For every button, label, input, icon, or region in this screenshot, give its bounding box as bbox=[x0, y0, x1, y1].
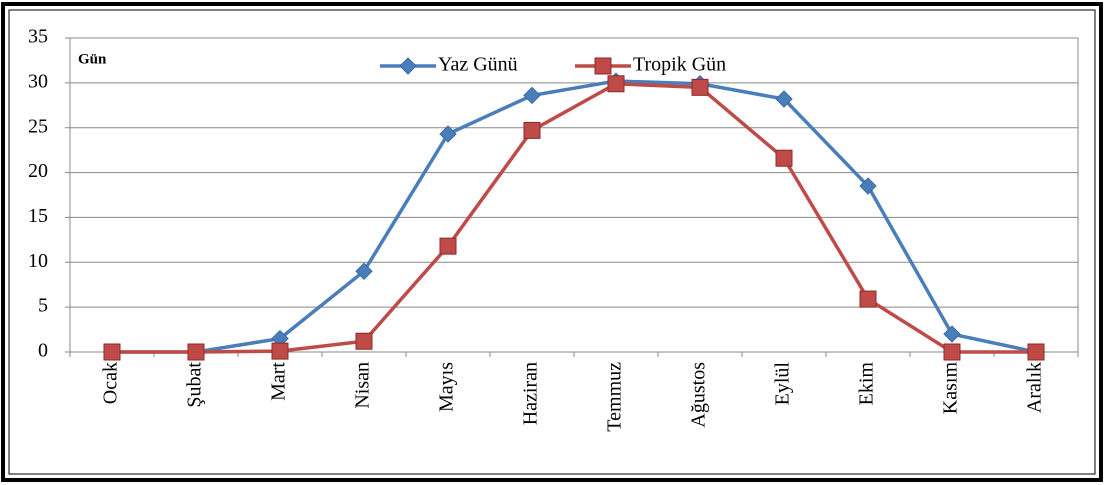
data-point bbox=[859, 290, 877, 308]
data-point bbox=[523, 86, 541, 105]
x-tick-label: Eylül bbox=[772, 362, 794, 406]
x-tick-label: Nisan bbox=[352, 362, 374, 409]
data-point bbox=[943, 325, 961, 343]
data-point bbox=[775, 90, 793, 108]
x-tick-label: Haziran bbox=[520, 362, 542, 425]
data-point bbox=[943, 343, 961, 361]
data-point bbox=[607, 75, 625, 93]
y-axis-label: Gün bbox=[78, 51, 107, 67]
y-tick-label: 15 bbox=[28, 205, 48, 227]
series-line bbox=[112, 79, 1037, 354]
x-tick-label: Ağustos bbox=[688, 362, 710, 428]
data-point bbox=[439, 125, 457, 143]
x-tick-label: Aralık bbox=[1024, 362, 1046, 413]
data-point bbox=[355, 262, 373, 280]
y-tick-label: 25 bbox=[28, 115, 48, 137]
data-point bbox=[439, 237, 457, 255]
x-tick-label: Ekim bbox=[856, 362, 878, 406]
data-point bbox=[355, 332, 373, 350]
legend-label: Yaz Günü bbox=[438, 54, 518, 76]
legend-marker bbox=[594, 57, 612, 75]
inner-frame bbox=[8, 9, 1096, 475]
data-point bbox=[691, 78, 709, 96]
y-tick-label: 35 bbox=[28, 26, 48, 48]
y-tick-label: 5 bbox=[38, 295, 48, 317]
x-tick-label: Mart bbox=[268, 362, 290, 401]
y-tick-label: 0 bbox=[38, 340, 48, 362]
data-point bbox=[775, 149, 793, 167]
data-point bbox=[523, 121, 541, 139]
data-point bbox=[859, 177, 877, 195]
x-tick-label: Şubat bbox=[184, 362, 206, 408]
x-tick-label: Temmuz bbox=[604, 362, 626, 432]
y-tick-label: 20 bbox=[28, 160, 48, 182]
legend-label: Tropik Gün bbox=[633, 54, 726, 76]
y-tick-label: 30 bbox=[28, 70, 48, 92]
data-point bbox=[271, 342, 289, 360]
series-line bbox=[112, 81, 1036, 354]
data-point bbox=[187, 343, 205, 361]
data-point bbox=[1027, 343, 1045, 361]
x-tick-label: Kasım bbox=[940, 362, 962, 415]
y-tick-label: 10 bbox=[28, 250, 48, 272]
data-point bbox=[103, 343, 121, 361]
x-tick-label: Ocak bbox=[100, 362, 122, 404]
x-tick-label: Mayıs bbox=[436, 362, 458, 412]
legend-marker bbox=[399, 57, 417, 75]
